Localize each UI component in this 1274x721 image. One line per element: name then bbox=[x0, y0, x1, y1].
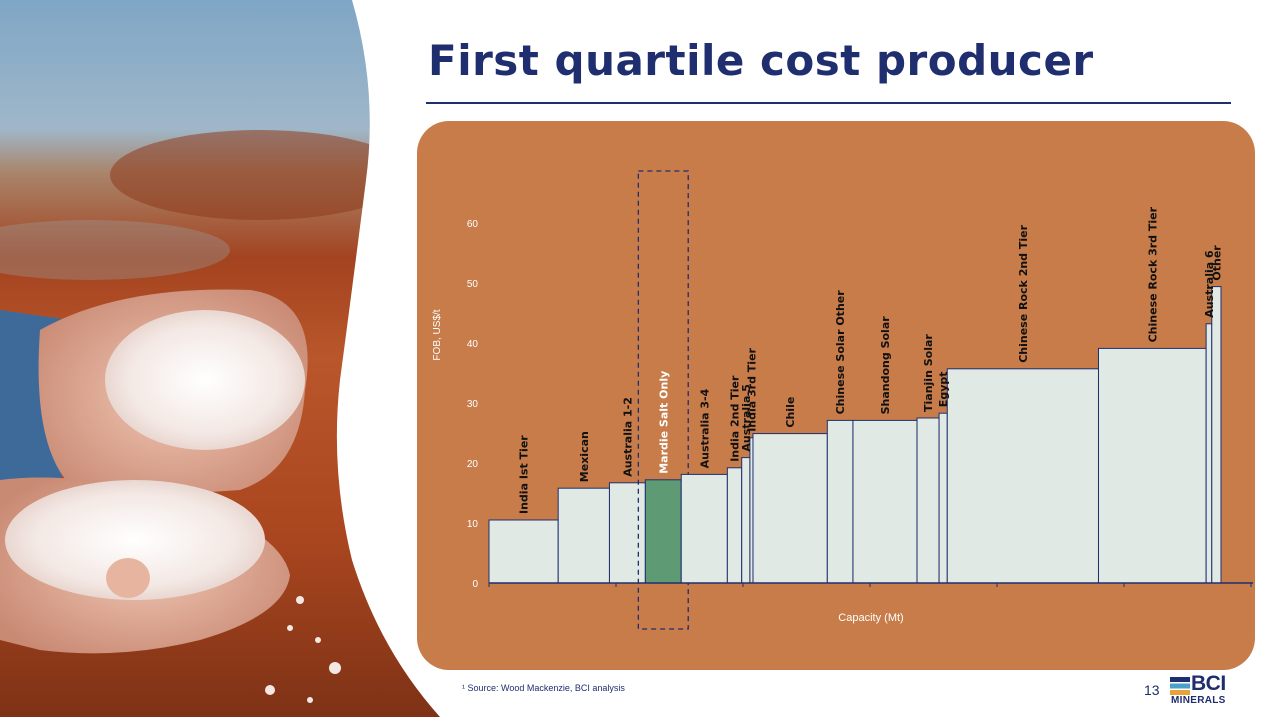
bar-label-chinese-rock-3rd-tier: Chinese Rock 3rd Tier bbox=[1146, 206, 1159, 342]
bar-label-australia-6: Australia 6 bbox=[1203, 250, 1216, 318]
y-tick-label-50: 50 bbox=[467, 279, 479, 290]
bar-other bbox=[1211, 286, 1222, 584]
bar-label-chinese-rock-2nd-tier: Chinese Rock 2nd Tier bbox=[1017, 224, 1030, 362]
bar-label-india-3rd-tier: India 3rd Tier bbox=[745, 347, 758, 431]
bar-label-india-ist-tier: India Ist Tier bbox=[518, 435, 531, 514]
bar-tianjin-solar bbox=[916, 417, 940, 584]
cost-curve-chart: 0 10 20 30 40 50 60 India Ist Tier Mexican Austr… bbox=[432, 170, 1253, 630]
bar-australia-1-2 bbox=[608, 482, 646, 584]
bar-chinese-rock-2nd-tier bbox=[946, 368, 1099, 584]
bar-label-chile: Chile bbox=[784, 397, 797, 428]
y-tick-label-20: 20 bbox=[467, 459, 479, 470]
bar-egypt bbox=[938, 412, 948, 584]
bar-label-tianjin-solar: Tianjin Solar bbox=[922, 334, 935, 412]
bar-australia-6 bbox=[1205, 323, 1213, 584]
y-tick-label-0: 0 bbox=[472, 579, 478, 590]
bar-chile bbox=[752, 433, 828, 584]
bar-chinese-rock-3rd-tier bbox=[1097, 347, 1207, 584]
bar-chinese-solar-other bbox=[826, 419, 854, 584]
bar-india-2nd-tier bbox=[726, 467, 743, 584]
bar-shandong-solar bbox=[852, 419, 918, 584]
bar-label-mardie-salt-only: Mardie Salt Only bbox=[657, 371, 670, 474]
page-number: 13 bbox=[1144, 682, 1160, 698]
bar-mexican bbox=[557, 487, 610, 584]
bar-label-egypt: Egypt bbox=[937, 371, 950, 407]
chart-panel: 0 10 20 30 40 50 60 India Ist Tier Mexican Austr… bbox=[417, 121, 1255, 670]
highlight-box bbox=[637, 170, 689, 630]
page-title: First quartile cost producer bbox=[428, 36, 1094, 85]
bar-australia-3-4 bbox=[680, 473, 728, 584]
bar-label-india-2nd-tier: India 2nd Tier bbox=[729, 375, 742, 462]
bar-label-mexican: Mexican bbox=[578, 431, 591, 482]
logo-wordmark-bottom: MINERALS bbox=[1171, 695, 1226, 706]
bar-mardie-salt-only bbox=[644, 479, 682, 584]
source-footnote: ¹ Source: Wood Mackenzie, BCI analysis bbox=[462, 683, 625, 693]
bar-label-shandong-solar: Shandong Solar bbox=[879, 316, 892, 415]
bar-label-other: Other bbox=[1210, 245, 1223, 281]
bar-india-ist-tier bbox=[488, 519, 559, 584]
logo-wordmark-top: BCI bbox=[1191, 672, 1226, 695]
hero-photo bbox=[0, 0, 460, 717]
bar-label-australia-3-4: Australia 3-4 bbox=[698, 388, 711, 468]
bar-label-australia-5: Australia 5 bbox=[740, 384, 753, 451]
y-tick-label-40: 40 bbox=[467, 339, 479, 350]
bar-label-australia-1-2: Australia 1-2 bbox=[621, 397, 634, 477]
logo-stripes-icon bbox=[1170, 677, 1190, 695]
y-tick-label-60: 60 bbox=[467, 219, 479, 230]
bci-minerals-logo: BCI MINERALS bbox=[1170, 672, 1232, 708]
y-tick-label-30: 30 bbox=[467, 399, 479, 410]
bar-australia-5 bbox=[741, 457, 751, 584]
bar-label-chinese-solar-other: Chinese Solar Other bbox=[834, 290, 847, 415]
x-axis-label: Capacity (Mt) bbox=[838, 612, 903, 624]
y-axis-label: FOB, US$/t bbox=[432, 309, 443, 360]
y-tick-label-10: 10 bbox=[467, 519, 479, 530]
title-divider bbox=[426, 102, 1231, 104]
